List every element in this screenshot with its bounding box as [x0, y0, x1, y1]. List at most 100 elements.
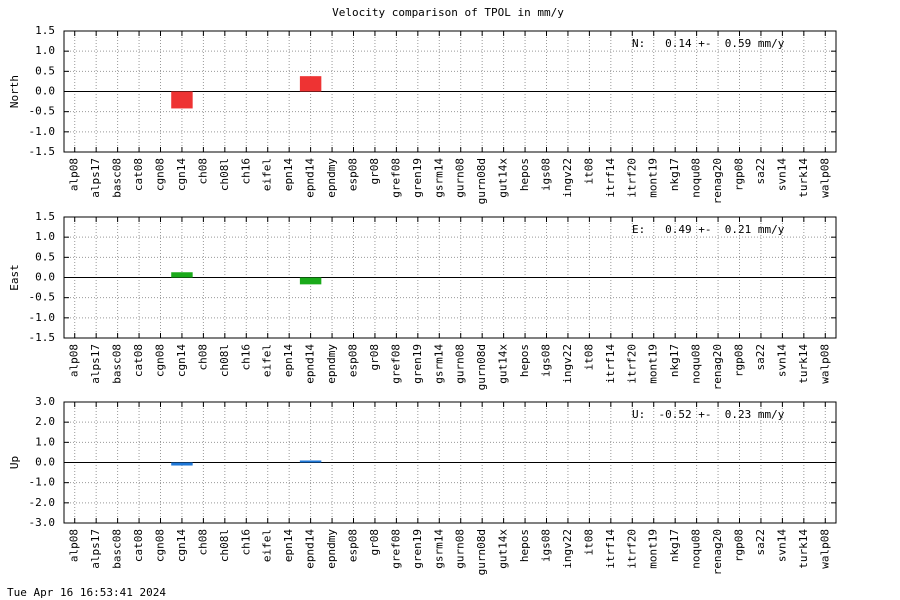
x-tick-label: epn14 [282, 344, 295, 377]
x-tick-label: ingv22 [561, 344, 574, 384]
x-tick-label: gurn08 [454, 344, 467, 384]
x-tick-label: rgp08 [733, 344, 746, 377]
x-tick-label: cat08 [132, 158, 145, 191]
x-tick-label: alp08 [68, 529, 81, 562]
x-tick-label: ch08 [196, 529, 209, 556]
annotation: E: 0.49 +- 0.21 mm/y [632, 223, 785, 236]
x-tick-label: noqu08 [690, 529, 703, 569]
y-tick-label: 0.5 [35, 64, 55, 77]
x-tick-label: epnd14 [304, 344, 317, 384]
x-tick-label: itrf20 [625, 158, 638, 198]
x-tick-label: gref08 [389, 158, 402, 198]
y-tick-label: 0.5 [35, 250, 55, 263]
x-tick-label: gr08 [368, 529, 381, 556]
x-tick-label: ch16 [239, 344, 252, 371]
y-tick-label: -0.5 [29, 291, 56, 304]
x-tick-label: rgp08 [733, 529, 746, 562]
x-tick-label: renag20 [711, 529, 724, 575]
x-tick-label: gurn08 [454, 158, 467, 198]
y-axis-label: North [8, 75, 21, 108]
x-tick-label: sa22 [754, 344, 767, 371]
x-tick-label: basc08 [111, 344, 124, 384]
x-tick-label: renag20 [711, 158, 724, 204]
x-tick-label: turk14 [797, 529, 810, 569]
bar [171, 91, 193, 109]
bar [299, 76, 322, 92]
y-tick-label: 1.5 [35, 210, 55, 223]
x-tick-label: gref08 [389, 529, 402, 569]
x-tick-label: epndmy [325, 344, 338, 384]
y-tick-label: 1.5 [35, 24, 55, 37]
x-tick-label: ch08l [218, 344, 231, 377]
x-tick-label: walp08 [818, 344, 831, 384]
x-tick-label: eifel [261, 158, 274, 191]
bar [299, 277, 322, 285]
x-tick-label: walp08 [818, 529, 831, 569]
x-tick-label: gut14x [497, 158, 510, 198]
x-tick-label: igs08 [540, 158, 553, 191]
x-tick-label: gsrm14 [432, 158, 445, 198]
y-tick-label: -0.5 [29, 105, 56, 118]
x-tick-label: epn14 [282, 529, 295, 562]
x-tick-label: hepos [518, 344, 531, 377]
x-tick-label: gurn08d [475, 344, 488, 390]
x-tick-label: it08 [582, 529, 595, 556]
x-tick-label: nkg17 [668, 529, 681, 562]
x-tick-label: gut14x [497, 344, 510, 384]
plot-frame [63, 216, 837, 339]
x-tick-label: epndmy [325, 158, 338, 198]
x-tick-label: cgn14 [175, 529, 188, 562]
y-tick-label: 2.0 [35, 415, 55, 428]
x-tick-label: ch16 [239, 158, 252, 185]
y-tick-label: -1.5 [29, 145, 56, 158]
x-tick-label: cat08 [132, 529, 145, 562]
x-tick-label: ingv22 [561, 529, 574, 569]
y-tick-label: 3.0 [35, 395, 55, 408]
x-tick-label: alp08 [68, 344, 81, 377]
x-tick-label: cgn14 [175, 344, 188, 377]
x-tick-label: gref08 [389, 344, 402, 384]
bar [299, 460, 322, 463]
x-tick-label: igs08 [540, 344, 553, 377]
x-tick-label: epnd14 [304, 158, 317, 198]
y-tick-label: -1.0 [29, 125, 56, 138]
y-tick-label: -1.5 [29, 331, 56, 344]
x-tick-label: turk14 [797, 344, 810, 384]
x-tick-label: svn14 [775, 158, 788, 191]
x-tick-label: cgn08 [154, 344, 167, 377]
y-tick-label: -2.0 [29, 496, 56, 509]
x-tick-label: turk14 [797, 158, 810, 198]
x-tick-label: gr08 [368, 344, 381, 371]
x-tick-label: mont19 [647, 158, 660, 198]
x-tick-label: alp08 [68, 158, 81, 191]
x-tick-label: it08 [582, 344, 595, 371]
y-tick-label: 1.0 [35, 44, 55, 57]
x-tick-label: gren19 [411, 158, 424, 198]
annotation: N: 0.14 +- 0.59 mm/y [632, 37, 785, 50]
x-tick-label: gren19 [411, 344, 424, 384]
bar [171, 272, 193, 278]
x-tick-label: ch08l [218, 529, 231, 562]
y-tick-label: -3.0 [29, 516, 56, 529]
bar [171, 462, 193, 466]
x-tick-label: eifel [261, 529, 274, 562]
y-axis-label: East [8, 264, 21, 291]
x-tick-label: epn14 [282, 158, 295, 191]
x-tick-label: itrf14 [604, 529, 617, 569]
x-tick-label: esp08 [347, 344, 360, 377]
x-tick-label: gren19 [411, 529, 424, 569]
y-tick-label: 1.0 [35, 435, 55, 448]
x-tick-label: epnd14 [304, 529, 317, 569]
x-tick-label: gsrm14 [432, 529, 445, 569]
x-tick-label: cgn14 [175, 158, 188, 191]
y-tick-label: -1.0 [29, 311, 56, 324]
x-tick-label: ch08l [218, 158, 231, 191]
x-tick-label: svn14 [775, 529, 788, 562]
x-tick-label: gsrm14 [432, 344, 445, 384]
x-tick-label: ingv22 [561, 158, 574, 198]
x-tick-label: hepos [518, 158, 531, 191]
x-tick-label: nkg17 [668, 344, 681, 377]
x-tick-label: cat08 [132, 344, 145, 377]
